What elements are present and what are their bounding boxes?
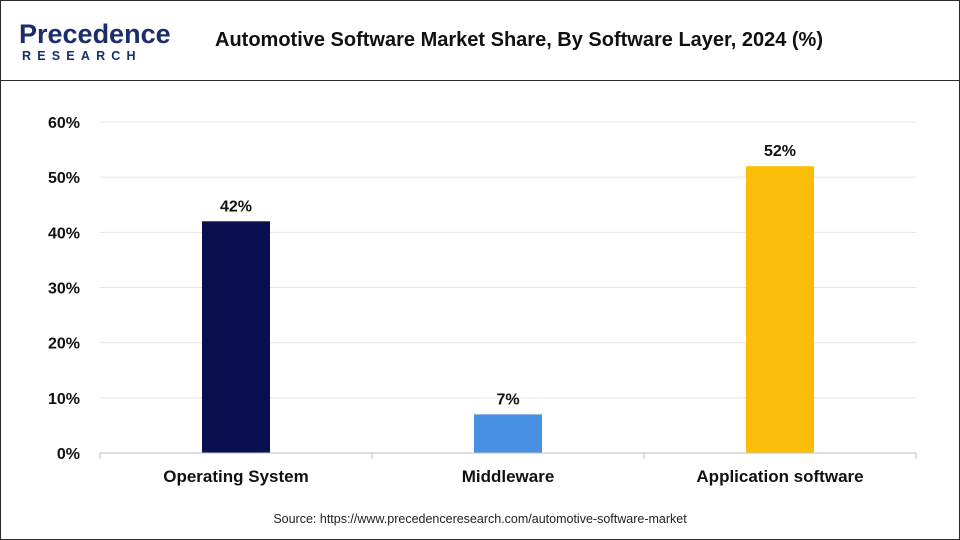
- x-axis-ticks: Operating System Middleware Application so…: [99, 453, 917, 486]
- chart-title: Automotive Software Market Share, By Sof…: [215, 29, 823, 51]
- brand-logo: Precedence RESEARCH: [19, 19, 171, 65]
- y-tick-label: 50%: [48, 170, 80, 187]
- data-label: 52%: [764, 143, 796, 160]
- bar-application-software: [746, 166, 814, 453]
- y-tick-label: 0%: [57, 446, 80, 463]
- data-labels: 42% 7% 52%: [220, 143, 796, 408]
- y-axis-ticks: 0% 10% 20% 30% 40% 50% 60%: [48, 115, 80, 463]
- logo-sub-text: RESEARCH: [22, 49, 142, 63]
- header: Precedence RESEARCH Automotive Software …: [1, 1, 959, 81]
- y-tick-label: 60%: [48, 115, 80, 132]
- x-tick-label: Operating System: [163, 467, 309, 486]
- y-tick-label: 10%: [48, 391, 80, 408]
- x-tick-label: Middleware: [462, 467, 555, 486]
- bar-operating-system: [202, 221, 270, 453]
- y-tick-label: 40%: [48, 225, 80, 242]
- data-label: 7%: [496, 391, 519, 408]
- source-note: Source: https://www.precedenceresearch.c…: [273, 512, 687, 526]
- bar-chart: 0% 10% 20% 30% 40% 50% 60% 42% 7% 52% Operating …: [48, 115, 917, 486]
- y-tick-label: 20%: [48, 336, 80, 353]
- bar-middleware: [474, 414, 542, 453]
- bars: [202, 166, 814, 453]
- y-tick-label: 30%: [48, 281, 80, 298]
- x-tick-label: Application software: [696, 467, 863, 486]
- logo-main-text: Precedence: [19, 19, 171, 49]
- data-label: 42%: [220, 198, 252, 215]
